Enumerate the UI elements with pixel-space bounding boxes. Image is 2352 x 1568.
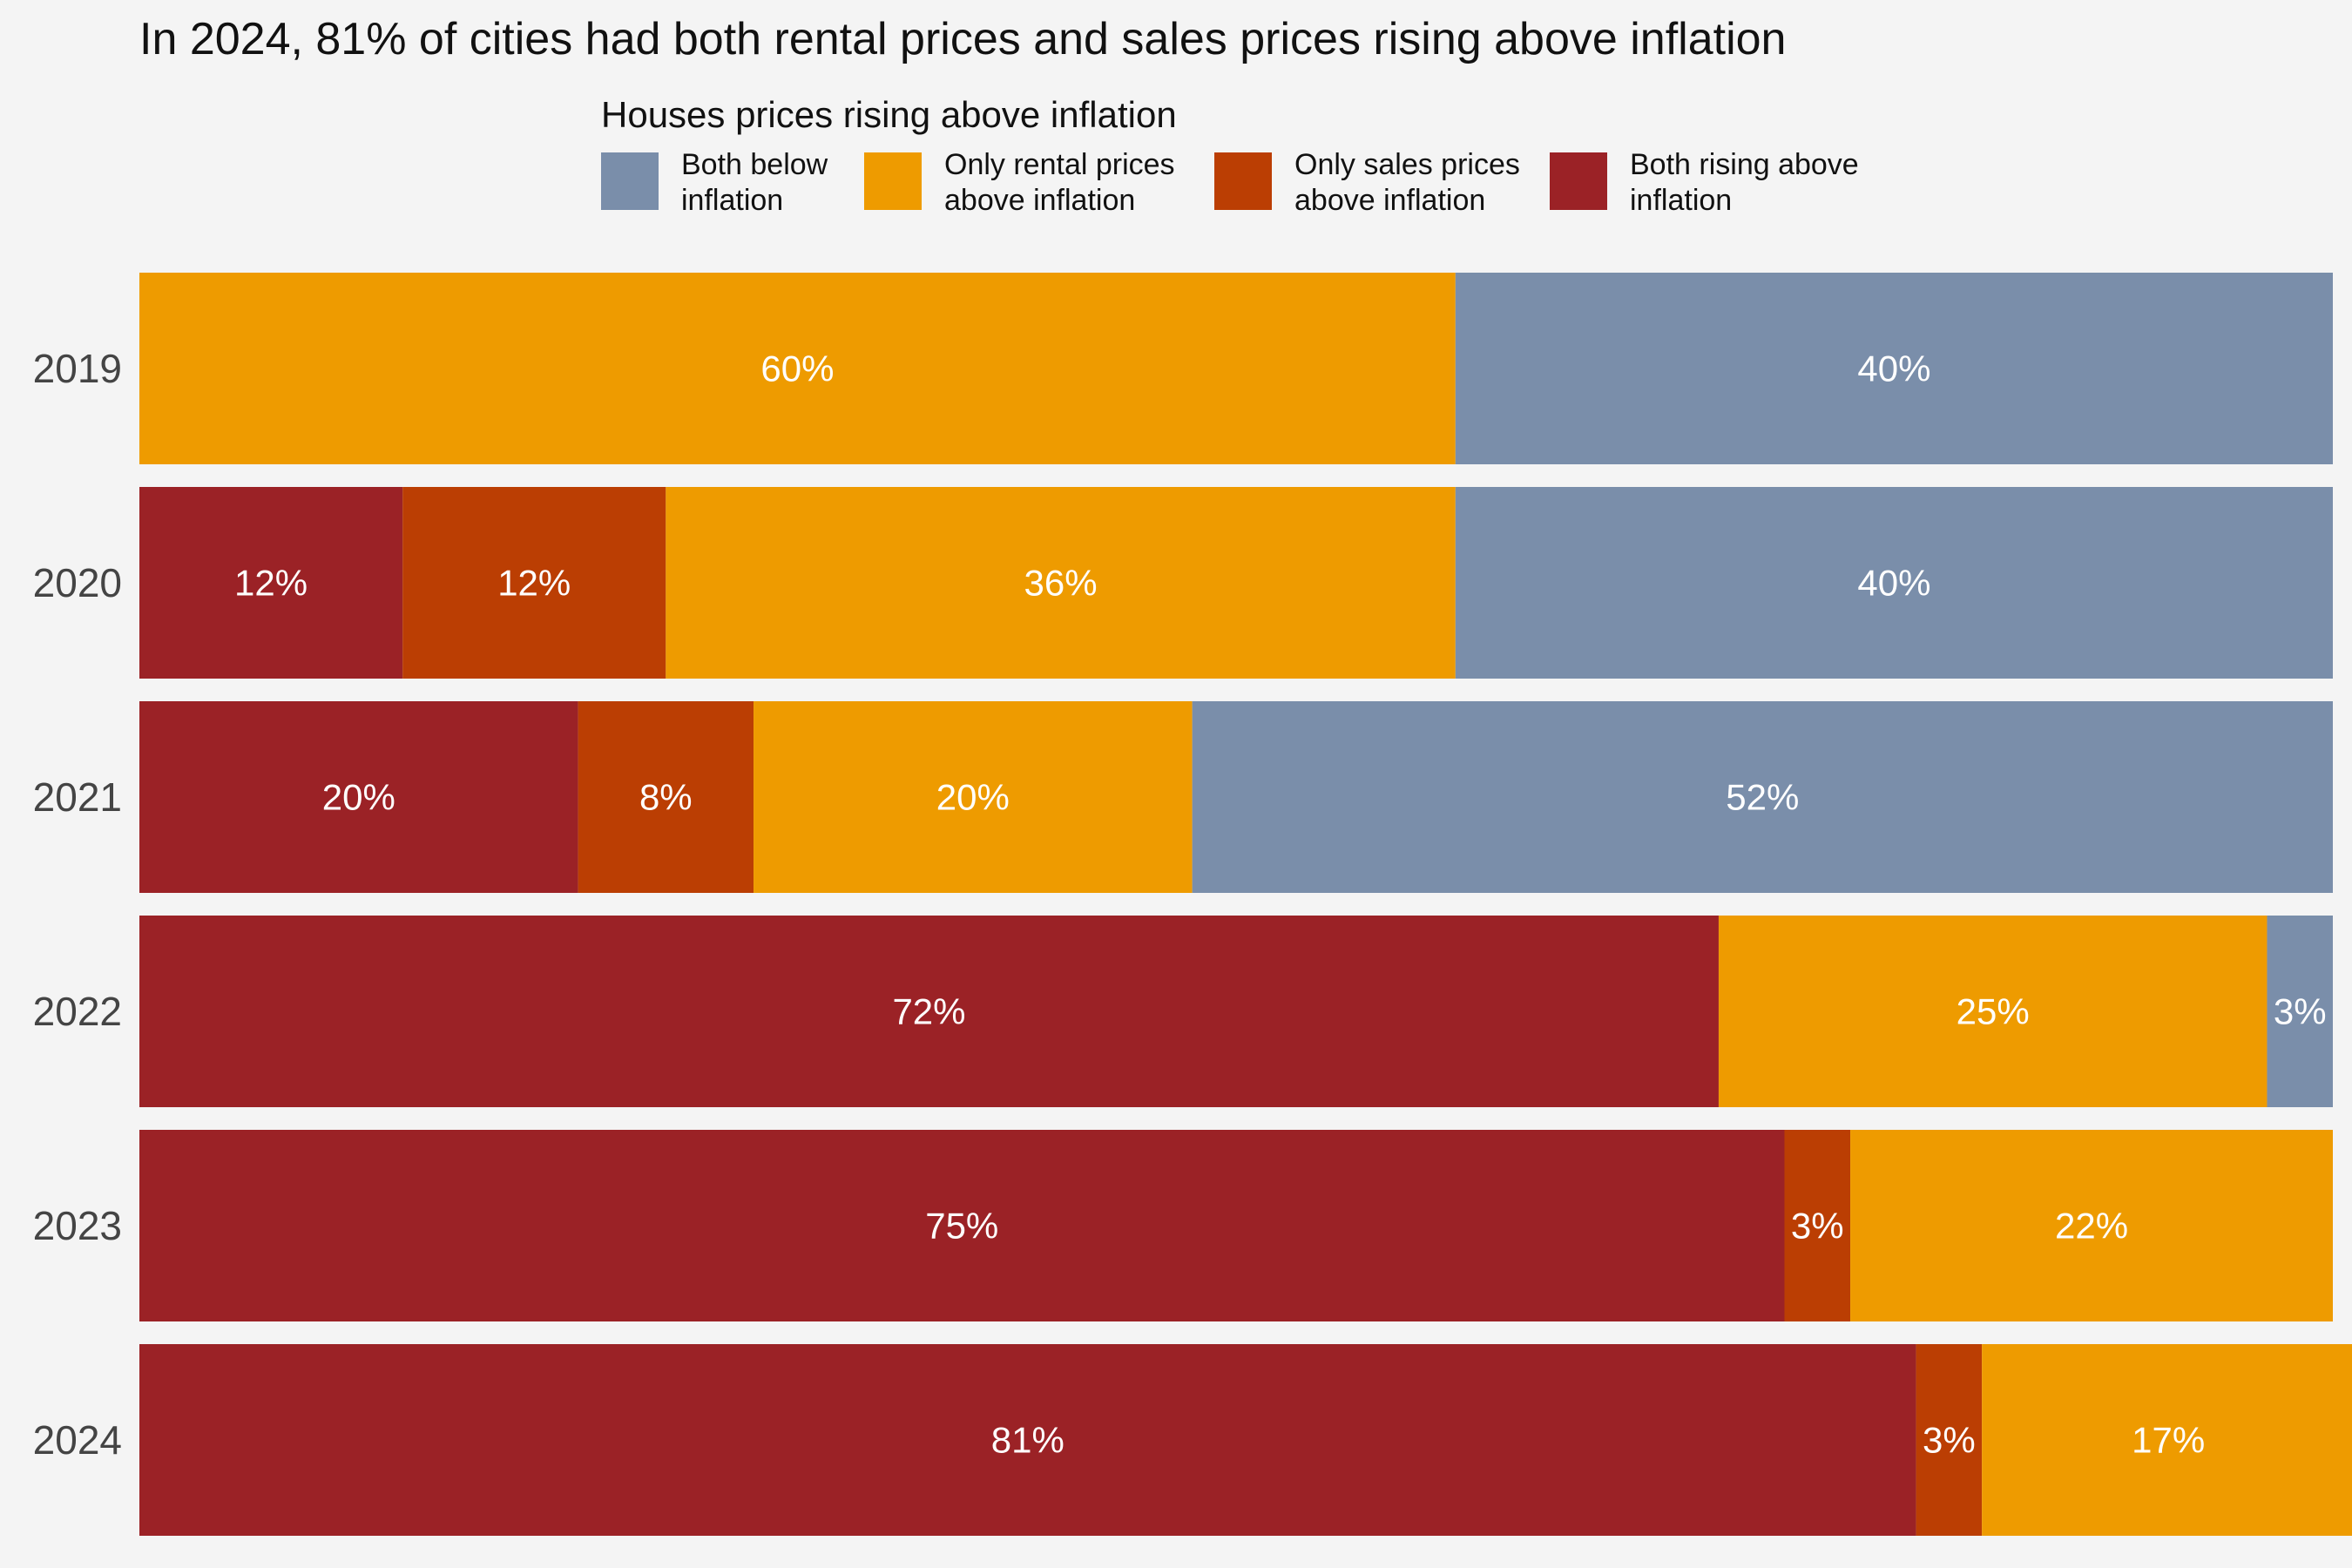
data-label: 75% (925, 1206, 998, 1247)
data-label: 3% (1791, 1206, 1844, 1247)
data-label: 81% (991, 1420, 1064, 1461)
data-label: 3% (1923, 1420, 1976, 1461)
data-label: 8% (639, 777, 693, 818)
legend-label: Only sales prices (1294, 148, 1520, 181)
bar-row: 20% 8% 20% 52% (139, 701, 2333, 893)
legend-label: inflation (1630, 184, 1732, 217)
data-label: 17% (2132, 1420, 2205, 1461)
bar-segment (1718, 916, 2268, 1107)
data-label: 12% (497, 563, 571, 604)
y-tick-label: 2024 (33, 1417, 122, 1463)
bar-segment (1916, 1344, 1983, 1536)
legend-label: Only rental prices (944, 148, 1175, 181)
legend-label: above inflation (944, 184, 1135, 217)
bar-row: 12% 12% 36% 40% (139, 487, 2333, 679)
data-label: 72% (892, 991, 965, 1032)
legend-title: Houses prices rising above inflation (601, 94, 1177, 135)
bar-segment (1455, 273, 2333, 464)
bar-segment (139, 1130, 1785, 1321)
bar-segment (1784, 1130, 1851, 1321)
bar-segment (578, 701, 754, 893)
legend-label: above inflation (1294, 184, 1485, 217)
legend-label: Both rising above (1630, 148, 1859, 181)
bar-row: 60% 40% (139, 273, 2333, 464)
bar-row: 75% 3% 22% (139, 1130, 2333, 1321)
legend-swatch (601, 152, 659, 210)
data-label: 20% (936, 777, 1010, 818)
bar-segment (2267, 916, 2333, 1107)
chart-title: In 2024, 81% of cities had both rental p… (139, 14, 1786, 64)
y-tick-label: 2022 (33, 989, 122, 1034)
data-label: 36% (1024, 563, 1098, 604)
y-tick-label: 2021 (33, 774, 122, 820)
legend-swatch (864, 152, 922, 210)
y-tick-label: 2020 (33, 560, 122, 605)
data-label: 20% (322, 777, 395, 818)
bar-segment (402, 487, 666, 679)
bar-stack-area: 60% 40%12% 12% 36% 40%20% 8% 20% 52%72% 25% 3%75%… (139, 273, 2352, 1536)
legend-swatch (1550, 152, 1607, 210)
data-label: 12% (234, 563, 308, 604)
bar-segment (139, 701, 578, 893)
bar-segment (139, 273, 1456, 464)
bar-segment (1192, 701, 2333, 893)
bar-segment (1455, 487, 2333, 679)
y-tick-label: 2023 (33, 1203, 122, 1248)
data-label: 25% (1957, 991, 2030, 1032)
bar-row: 72% 25% 3% (139, 916, 2333, 1107)
bar-segment (139, 487, 403, 679)
y-axis-tick-labels: 2019 2020 2021 2022 2023 2024 (33, 346, 122, 1463)
legend-label: Both below (681, 148, 828, 181)
bar-segment (139, 1344, 1916, 1536)
bar-segment (139, 916, 1719, 1107)
legend-swatch (1214, 152, 1272, 210)
bar-segment (666, 487, 1456, 679)
bar-segment (754, 701, 1193, 893)
data-label: 3% (2274, 991, 2327, 1032)
bar-row: 81% 3% 17% (139, 1344, 2352, 1536)
data-label: 60% (760, 348, 834, 389)
data-label: 52% (1726, 777, 1799, 818)
y-tick-label: 2019 (33, 346, 122, 391)
bar-segment (1850, 1130, 2333, 1321)
data-label: 40% (1857, 348, 1930, 389)
legend-label: inflation (681, 184, 783, 217)
data-label: 22% (2055, 1206, 2128, 1247)
bar-segment (1982, 1344, 2352, 1536)
data-label: 40% (1857, 563, 1930, 604)
